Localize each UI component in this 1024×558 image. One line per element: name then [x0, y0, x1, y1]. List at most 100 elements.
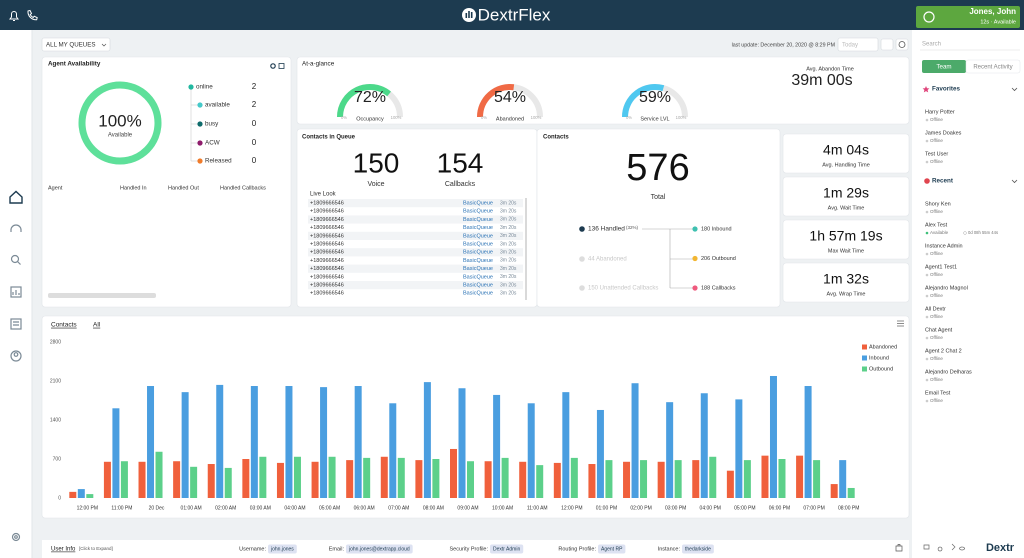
collapse-chevron[interactable] [1011, 179, 1018, 184]
person-status: Offline [930, 377, 943, 382]
stat-label: Avg. Wait Time [828, 205, 865, 211]
chart-control: Contacts [51, 322, 77, 329]
field-label: Email: [329, 546, 345, 552]
bar [640, 460, 648, 498]
status-dot [925, 231, 929, 235]
bar [181, 392, 189, 498]
bar [519, 461, 527, 498]
settings-icon[interactable] [270, 63, 276, 69]
gauge-arc [622, 84, 665, 118]
caller-number: +1809666546 [310, 266, 344, 272]
person-status: Offline [930, 209, 943, 214]
person-name: Test User [925, 151, 948, 157]
stat-label: Max Wait Time [828, 248, 864, 254]
tab-active[interactable] [922, 60, 966, 73]
person-status: Offline [930, 159, 943, 164]
status-dot [925, 139, 929, 143]
x-tick-label: 03:00 AM [250, 505, 271, 511]
fullscreen-icon[interactable] [278, 63, 285, 69]
bar [493, 394, 501, 498]
collapse-chevron[interactable] [1011, 87, 1018, 92]
person-status: Offline [930, 138, 943, 143]
gauge-value: 59% [639, 89, 671, 106]
gauge-max: 100% [531, 115, 542, 120]
bar [216, 384, 224, 498]
state-dot [197, 140, 203, 146]
bar [276, 462, 284, 498]
caller-number: +1809666546 [310, 241, 344, 247]
person-name: James Doakes [925, 130, 962, 136]
nav-profile[interactable] [10, 350, 22, 362]
gauge-min: 0% [481, 115, 487, 120]
brand: DextrFlex [478, 5, 551, 24]
caller-number: +1809666546 [310, 291, 344, 297]
queue-select[interactable] [41, 37, 111, 52]
user-status: 12s · Available [980, 19, 1016, 25]
wait-time: 3m 20s [500, 274, 517, 280]
bar [147, 386, 155, 498]
footer-icon[interactable] [895, 544, 903, 552]
bar [346, 460, 354, 498]
bar [674, 460, 682, 498]
expand-button[interactable] [880, 38, 894, 51]
person-status: Offline [930, 272, 943, 277]
bar [769, 375, 777, 498]
status-dot [925, 357, 929, 361]
row-stripe [308, 199, 523, 208]
bar [700, 393, 708, 498]
nav-reports[interactable] [10, 286, 22, 298]
field-label: Routing Profile: [558, 546, 596, 552]
x-tick-label: 02:00 AM [215, 505, 236, 511]
x-tick-label: 09:00 AM [457, 505, 478, 511]
y-tick-label: 2800 [50, 339, 61, 345]
agent-availability-panel [41, 56, 292, 308]
nav-home[interactable] [9, 190, 23, 204]
x-tick-label: 02:00 PM [630, 505, 651, 511]
refresh-icon [898, 41, 906, 48]
x-tick-label: 04:00 AM [284, 505, 305, 511]
x-tick-label: 05:00 AM [319, 505, 340, 511]
stat-card [782, 133, 910, 174]
wait-time: 3m 20s [500, 282, 517, 288]
person-timer: 0d 08h 55m 44s [968, 230, 998, 235]
user-info-link: User Info [51, 547, 76, 553]
status-dot [925, 210, 929, 214]
tab-inactive[interactable] [965, 59, 1021, 74]
bell-icon[interactable] [9, 11, 19, 21]
x-tick-label: 07:00 PM [803, 505, 824, 511]
field-label: Username: [239, 546, 266, 552]
person-name: Agent 2 Chat 2 [925, 348, 962, 354]
state-count: 2 [252, 82, 257, 91]
nav-settings[interactable] [11, 532, 21, 542]
chart-menu-icon [897, 320, 904, 327]
queue-name: BasicQueue [463, 266, 493, 272]
nav-search[interactable] [10, 254, 21, 265]
period-select[interactable] [837, 37, 879, 52]
gauge-caption: Abandoned [496, 116, 524, 122]
phone-icon[interactable] [27, 9, 38, 21]
bar [596, 409, 604, 498]
queue-name: BasicQueue [463, 225, 493, 231]
state-dot [197, 121, 203, 127]
queue-name: BasicQueue [463, 233, 493, 239]
user-status-box[interactable] [916, 6, 1020, 28]
bar [320, 387, 328, 498]
nav-agent[interactable] [10, 224, 22, 232]
nav-docs[interactable] [10, 318, 22, 330]
x-tick-label: 01:00 AM [181, 505, 202, 511]
stat-label: Avg. Handling Time [822, 162, 870, 168]
legend-label: Outbound [869, 366, 893, 372]
field-value: john.jones [270, 546, 294, 552]
faded-text: 150 Unattended Callbacks [588, 286, 658, 292]
bar [623, 461, 631, 498]
queue-select-label: ALL MY QUEUES [46, 42, 96, 49]
bar [328, 456, 336, 498]
refresh-button[interactable] [895, 38, 909, 51]
queue-name: BasicQueue [463, 217, 493, 223]
bar [467, 461, 474, 498]
bar [562, 392, 570, 498]
person-status: Offline [930, 293, 943, 298]
queue-name: BasicQueue [463, 282, 493, 288]
legend-label: Abandoned [869, 344, 897, 350]
bar [311, 461, 319, 498]
